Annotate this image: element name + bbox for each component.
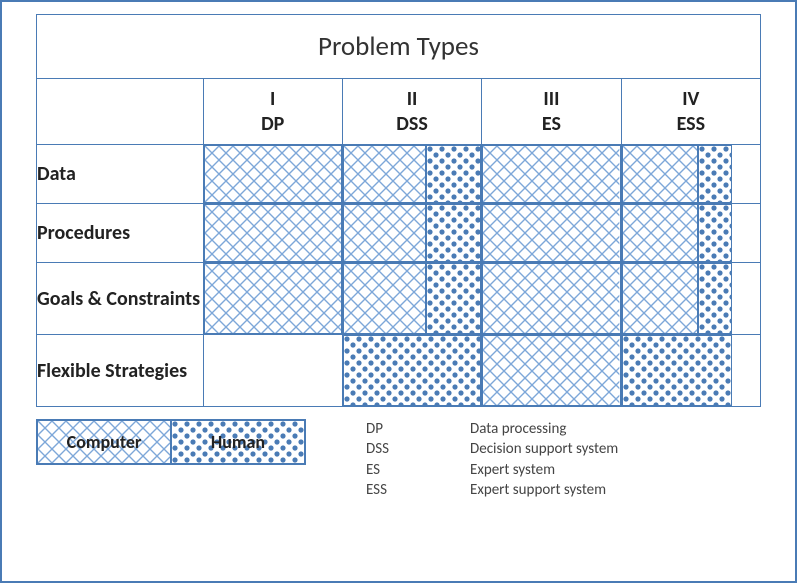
row-label: Procedures	[37, 204, 204, 263]
data-cell	[482, 204, 621, 263]
human-segment	[426, 204, 481, 262]
computer-segment	[343, 145, 426, 203]
data-cell	[342, 145, 481, 204]
diagram-frame: Problem Types IDPIIDSSIIIESIVESS DataPro…	[0, 0, 797, 583]
human-segment	[622, 335, 733, 406]
definition-text: Expert system	[470, 460, 618, 480]
data-cell	[482, 263, 621, 335]
column-roman: I	[204, 87, 342, 112]
computer-segment	[343, 204, 426, 262]
definition-abbr: DP	[366, 419, 426, 439]
data-cell	[342, 263, 481, 335]
data-cell	[621, 263, 760, 335]
data-cell	[621, 204, 760, 263]
row-label: Flexible Strategies	[37, 335, 204, 407]
data-cell	[203, 335, 342, 407]
human-segment	[698, 263, 733, 334]
data-cell	[621, 145, 760, 204]
row-label: Goals & Constraints	[37, 263, 204, 335]
human-segment	[426, 263, 481, 334]
legend-row: Computer Human DP Data processing DSS Decis…	[36, 419, 761, 500]
column-abbr: DP	[204, 112, 342, 137]
data-cell	[203, 145, 342, 204]
legend-computer: Computer	[37, 420, 171, 464]
computer-segment	[482, 335, 620, 406]
definition-abbr: ESS	[366, 480, 426, 500]
data-cell	[621, 335, 760, 407]
data-cell	[482, 145, 621, 204]
legend-computer-label: Computer	[65, 431, 144, 453]
column-roman: II	[343, 87, 481, 112]
column-abbr: ES	[482, 112, 620, 137]
computer-segment	[482, 263, 620, 334]
human-segment	[343, 335, 481, 406]
data-cell	[342, 335, 481, 407]
row-label: Data	[37, 145, 204, 204]
definition-text: Decision support system	[470, 439, 618, 459]
data-cell	[342, 204, 481, 263]
human-segment	[698, 145, 733, 203]
computer-segment	[482, 204, 620, 262]
legend-swatches: Computer Human	[36, 419, 306, 465]
legend-human: Human	[171, 420, 305, 464]
human-segment	[698, 204, 733, 262]
definitions-block: DP Data processing DSS Decision support sys…	[366, 419, 618, 500]
definition-abbr: DSS	[366, 439, 426, 459]
column-header-dss: IIDSS	[342, 79, 481, 145]
data-cell	[482, 335, 621, 407]
computer-segment	[622, 204, 698, 262]
header-empty	[37, 79, 204, 145]
data-cell	[203, 263, 342, 335]
computer-segment	[622, 263, 698, 334]
column-header-es: IIIES	[482, 79, 621, 145]
column-roman: III	[482, 87, 620, 112]
column-roman: IV	[622, 87, 760, 112]
computer-segment	[204, 145, 342, 203]
definition-text: Data processing	[470, 419, 618, 439]
data-cell	[203, 204, 342, 263]
table-title: Problem Types	[37, 15, 761, 79]
computer-segment	[204, 204, 342, 262]
column-abbr: DSS	[343, 112, 481, 137]
computer-segment	[482, 145, 620, 203]
computer-segment	[343, 263, 426, 334]
column-header-ess: IVESS	[621, 79, 760, 145]
column-abbr: ESS	[622, 112, 760, 137]
computer-segment	[204, 263, 342, 334]
column-header-dp: IDP	[203, 79, 342, 145]
computer-segment	[622, 145, 698, 203]
legend-human-label: Human	[209, 431, 267, 453]
definition-abbr: ES	[366, 460, 426, 480]
human-segment	[426, 145, 481, 203]
problem-types-table: Problem Types IDPIIDSSIIIESIVESS DataPro…	[36, 14, 761, 407]
definition-text: Expert support system	[470, 480, 618, 500]
